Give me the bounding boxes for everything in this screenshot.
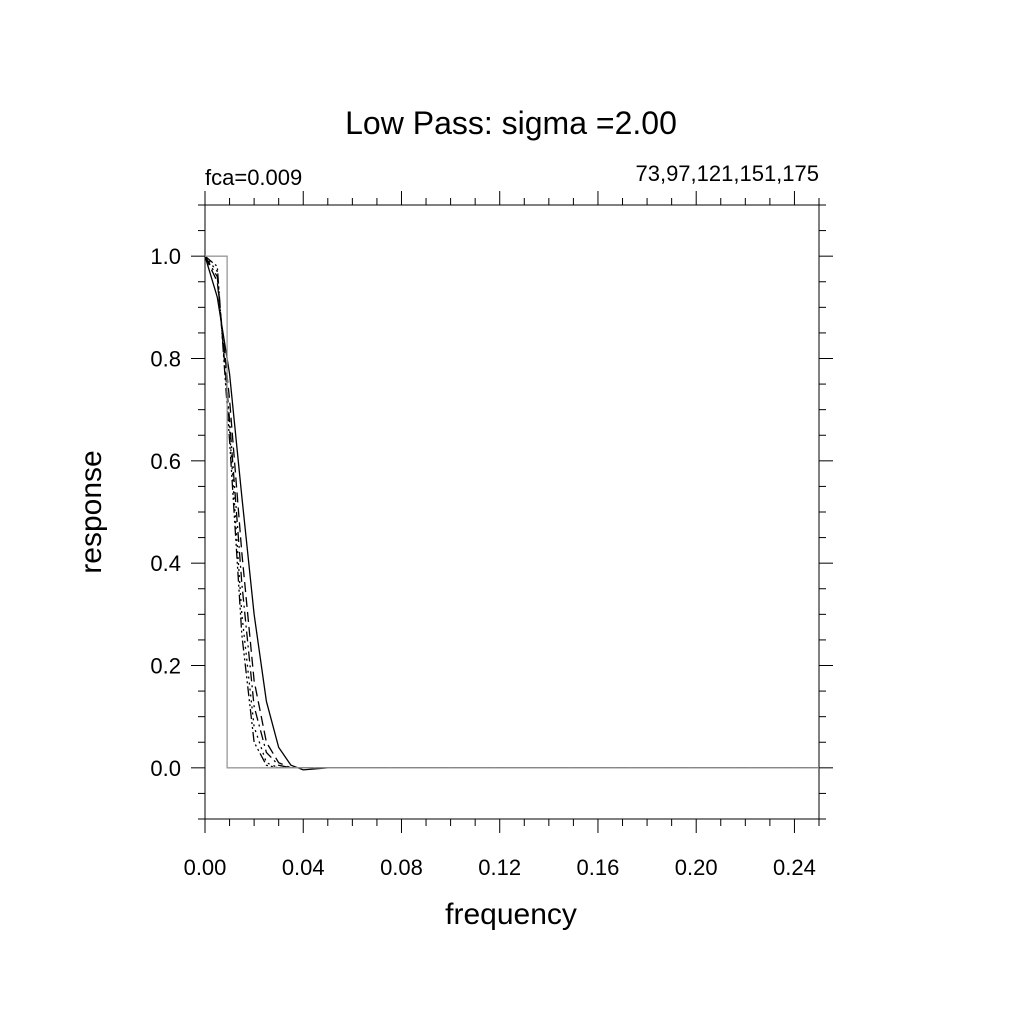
y-tick-label: 1.0 (150, 244, 181, 269)
y-tick-label: 0.2 (150, 654, 181, 679)
x-tick-label: 0.12 (478, 855, 521, 880)
x-tick-label: 0.20 (675, 855, 718, 880)
y-tick-label: 0.0 (150, 756, 181, 781)
x-axis-label: frequency (445, 898, 577, 931)
chart-title: Low Pass: sigma =2.00 (345, 105, 677, 141)
y-tick-label: 0.4 (150, 551, 181, 576)
series-line (204, 255, 819, 769)
x-tick-label: 0.24 (773, 855, 816, 880)
x-tick-label: 0.16 (577, 855, 620, 880)
series-line (204, 255, 819, 769)
series-line (204, 255, 819, 771)
series-line (204, 255, 819, 769)
x-tick-label: 0.08 (380, 855, 423, 880)
x-tick-label: 0.00 (184, 855, 227, 880)
x-tick-label: 0.04 (282, 855, 325, 880)
y-axis-label: response (75, 450, 108, 573)
y-tick-label: 0.6 (150, 449, 181, 474)
right-annotation: 73,97,121,151,175 (635, 161, 819, 186)
series-line (204, 255, 819, 769)
plot-frame (204, 204, 820, 820)
y-tick-label: 0.8 (150, 347, 181, 372)
series-line (205, 255, 819, 769)
left-annotation: fca=0.009 (205, 165, 302, 190)
